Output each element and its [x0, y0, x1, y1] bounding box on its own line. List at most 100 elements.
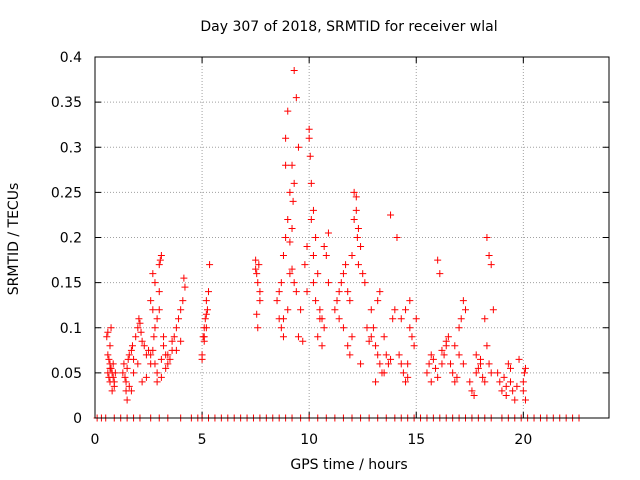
data-point	[363, 324, 371, 332]
data-point	[352, 193, 360, 201]
data-point	[342, 261, 350, 269]
data-point	[168, 337, 176, 345]
data-point	[350, 215, 358, 223]
data-point	[288, 161, 296, 169]
data-point	[172, 324, 180, 332]
data-point	[395, 351, 403, 359]
data-point	[119, 369, 127, 377]
data-point	[162, 364, 170, 372]
data-point	[153, 369, 161, 377]
grid-layer	[95, 57, 609, 418]
x-axis-label: GPS time / hours	[290, 457, 407, 473]
x-tick-label: 20	[514, 432, 532, 448]
x-tick-label: 15	[407, 432, 425, 448]
data-point	[273, 297, 281, 305]
data-point	[432, 364, 440, 372]
data-point	[160, 333, 168, 341]
data-point	[252, 265, 260, 273]
data-point	[359, 270, 367, 278]
data-point	[483, 234, 491, 241]
data-point	[305, 134, 313, 142]
data-point	[151, 279, 159, 287]
data-point	[357, 360, 365, 368]
data-point	[511, 396, 519, 404]
data-point	[520, 369, 528, 377]
data-point	[427, 351, 435, 359]
data-point	[316, 306, 324, 314]
data-point	[138, 337, 146, 345]
data-point	[157, 373, 165, 381]
data-point	[135, 315, 143, 323]
data-point	[292, 288, 300, 296]
data-point	[376, 288, 384, 296]
data-point	[305, 125, 313, 133]
data-point	[487, 261, 495, 269]
y-tick-label: 0.05	[51, 366, 82, 382]
data-point	[289, 197, 297, 205]
data-point	[434, 373, 442, 381]
data-point	[286, 188, 294, 196]
data-point	[389, 315, 397, 323]
data-point	[279, 252, 287, 260]
data-point	[513, 382, 521, 390]
data-point	[309, 279, 317, 287]
data-point	[322, 252, 330, 260]
data-point	[451, 378, 459, 386]
data-point	[306, 152, 314, 160]
data-point	[365, 337, 373, 345]
data-point	[170, 333, 178, 341]
data-point	[303, 288, 311, 296]
data-point	[256, 288, 264, 296]
data-point	[519, 378, 527, 386]
data-point	[202, 310, 210, 318]
data-point	[294, 333, 302, 341]
data-point	[468, 387, 476, 395]
data-point	[391, 306, 399, 314]
data-point	[142, 373, 150, 381]
data-point	[404, 360, 412, 368]
data-point	[166, 355, 174, 363]
data-point	[128, 342, 136, 350]
data-point	[177, 337, 185, 345]
data-point	[140, 342, 148, 350]
data-point	[472, 351, 480, 359]
data-point	[200, 333, 208, 341]
y-tick-label: 0.4	[60, 50, 82, 66]
data-point	[252, 256, 260, 264]
data-point	[136, 319, 144, 327]
data-point	[436, 270, 444, 278]
y-tick-label: 0.3	[60, 140, 82, 156]
data-point	[120, 360, 128, 368]
data-point	[346, 297, 354, 305]
data-point	[453, 373, 461, 381]
y-axis-label: SRMTID / TECUs	[6, 183, 22, 296]
data-point	[275, 315, 283, 323]
data-point	[149, 346, 157, 354]
data-point	[307, 215, 315, 223]
data-point	[138, 378, 146, 386]
data-point	[151, 360, 159, 368]
data-point	[402, 306, 410, 314]
data-point	[521, 396, 529, 404]
data-point	[481, 378, 489, 386]
data-point	[108, 387, 116, 395]
data-point	[181, 283, 189, 291]
data-point	[470, 391, 478, 399]
data-point	[111, 369, 119, 377]
data-point	[423, 369, 431, 377]
data-point	[151, 324, 159, 332]
data-point	[121, 373, 129, 381]
data-point	[425, 360, 433, 368]
y-tick-label: 0.25	[51, 185, 82, 201]
data-point	[449, 369, 457, 377]
data-point	[275, 288, 283, 296]
data-point	[279, 333, 287, 341]
data-point	[472, 369, 480, 377]
plot-frame	[94, 56, 610, 419]
data-point	[451, 342, 459, 350]
data-point	[127, 346, 135, 354]
data-point	[130, 355, 138, 363]
data-point	[172, 346, 180, 354]
data-point	[205, 288, 213, 296]
